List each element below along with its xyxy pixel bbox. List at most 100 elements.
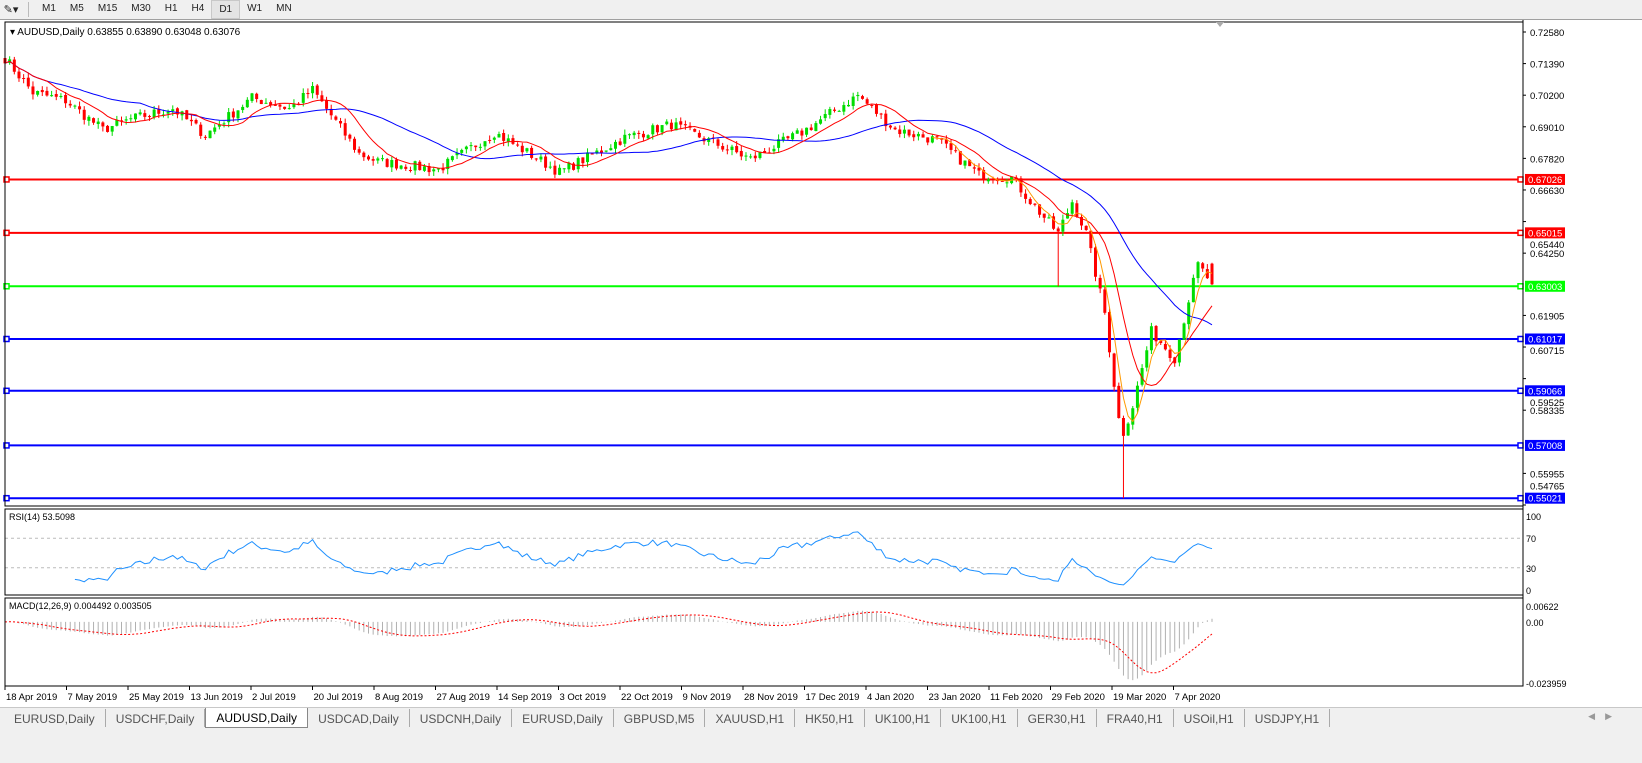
candle-body [679, 121, 683, 125]
timeframe-d1[interactable]: D1 [211, 0, 241, 19]
price-tick-label: 0.64250 [1530, 249, 1564, 260]
timeframe-m30[interactable]: M30 [131, 3, 151, 14]
candle [879, 112, 883, 119]
candle-body [893, 127, 897, 130]
timeframe-m1[interactable]: M1 [42, 3, 56, 14]
candle [264, 98, 268, 104]
candle-body [716, 139, 720, 146]
level-price-label: 0.59066 [1528, 386, 1562, 397]
level-price-tag [1525, 227, 1565, 239]
candle-body [725, 149, 729, 151]
candle-body [837, 110, 841, 112]
candle-body [651, 125, 655, 135]
candle-body [404, 166, 408, 169]
candle-body [427, 165, 431, 173]
candle-body [1098, 277, 1102, 289]
chart-tab[interactable]: FRA40,H1 [1097, 709, 1174, 727]
candle-body [977, 167, 981, 171]
candle-body [418, 161, 422, 171]
candle-body [325, 100, 329, 109]
candle-body [595, 150, 599, 153]
date-tick-label: 18 Apr 2019 [6, 692, 57, 703]
candle-body [343, 123, 347, 136]
chart-tab[interactable]: UK100,H1 [865, 709, 942, 727]
candle-body [641, 133, 645, 138]
candle-body [1187, 302, 1191, 325]
candle [870, 104, 874, 109]
chart-tab[interactable]: USDJPY,H1 [1245, 709, 1331, 727]
candle-body [972, 167, 976, 169]
chart-tab[interactable]: GER30,H1 [1018, 709, 1097, 727]
candle [227, 107, 231, 128]
candle-body [572, 163, 576, 170]
candle-body [669, 122, 673, 130]
candle-body [930, 136, 934, 143]
candle [1052, 213, 1056, 231]
candle [59, 93, 63, 99]
chart-tab[interactable]: USDCNH,Daily [410, 709, 513, 727]
candle-body [292, 103, 296, 108]
candle-body [273, 104, 277, 106]
axes: 0.67026 0.65015 0.63003 0.61017 0.59066 0.570… [4, 20, 1567, 703]
candle [124, 116, 128, 125]
chart-shift-marker-icon[interactable] [1216, 22, 1224, 27]
chart-tab[interactable]: AUDUSD,Daily [205, 708, 309, 728]
candle-body [366, 156, 370, 160]
candle [427, 162, 431, 177]
chart-tab[interactable]: EURUSD,Daily [4, 709, 106, 727]
chart-tab[interactable]: UK100,H1 [941, 709, 1018, 727]
candle-body [730, 146, 734, 151]
candle-body [106, 125, 110, 132]
timeframe-h4[interactable]: H4 [191, 3, 205, 14]
chart-tab[interactable]: HK50,H1 [795, 709, 865, 727]
candle [1070, 199, 1074, 217]
ma-slow-line [4, 60, 1213, 326]
candle-body [1075, 203, 1079, 217]
candle [82, 106, 86, 125]
candle-body [786, 136, 790, 139]
candle [436, 167, 440, 173]
candle [539, 153, 543, 163]
candle-body [968, 160, 972, 167]
chart-tab[interactable]: GBPUSD,M5 [614, 709, 706, 727]
timeframe-m15[interactable]: M15 [97, 3, 118, 14]
candle [600, 146, 604, 157]
candle-body [627, 134, 631, 136]
macd-pane [4, 610, 1213, 681]
chart-tab[interactable]: USOil,H1 [1174, 709, 1245, 727]
timeframe-m5[interactable]: M5 [69, 3, 84, 14]
candle [353, 136, 357, 153]
candle [576, 156, 580, 173]
candle [558, 164, 562, 176]
candle [721, 142, 725, 152]
timeframe-w1[interactable]: W1 [247, 3, 263, 14]
candle [930, 134, 934, 144]
candle [1210, 262, 1214, 286]
candle-body [791, 133, 795, 140]
draw-tools-icon[interactable]: ✎▾ [3, 4, 19, 16]
timeframe-h1[interactable]: H1 [164, 3, 178, 14]
candle-body [213, 127, 217, 132]
candle [725, 144, 729, 155]
tab-scroll-arrows-icon[interactable]: ◀▶ [1588, 711, 1622, 721]
candle [306, 88, 310, 99]
chart-tab[interactable]: USDCHF,Daily [106, 709, 206, 727]
candle [1135, 381, 1139, 413]
candle-body [120, 120, 124, 122]
chart-tab[interactable]: XAUUSD,H1 [705, 709, 796, 727]
chart-window[interactable]: 0.67026 0.65015 0.63003 0.61017 0.59066 0.570… [0, 20, 1642, 707]
candle-body [739, 150, 743, 157]
candle [618, 138, 622, 146]
candle-body [1163, 343, 1167, 350]
candle-body [958, 151, 962, 165]
candle [525, 147, 529, 153]
candle-body [851, 96, 855, 106]
timeframe-mn[interactable]: MN [276, 3, 292, 14]
candle-body [306, 93, 310, 95]
candle [1107, 308, 1111, 358]
candle [958, 150, 962, 165]
chart-tab[interactable]: EURUSD,Daily [512, 709, 614, 727]
chart-tab[interactable]: USDCAD,Daily [308, 709, 410, 727]
candle [469, 141, 473, 152]
level-price-tag [1525, 385, 1565, 397]
